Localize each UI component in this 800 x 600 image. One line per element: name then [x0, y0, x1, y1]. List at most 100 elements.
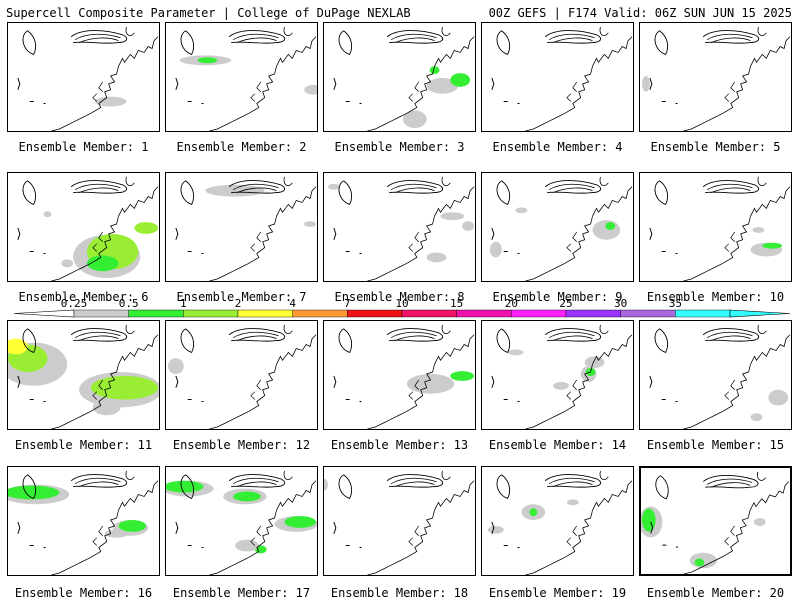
ensemble-member-map-19[interactable]	[481, 466, 634, 576]
ensemble-member-map-5[interactable]	[639, 22, 792, 132]
scp-field-and-coastline	[491, 324, 633, 429]
scp-contour-area	[406, 374, 455, 394]
ensemble-member-map-3[interactable]	[323, 22, 476, 132]
ensemble-member-map-7[interactable]	[165, 172, 318, 282]
scp-contour-area	[489, 241, 502, 258]
scp-contour-area	[167, 358, 184, 375]
scp-contour-area	[324, 478, 328, 491]
ensemble-member-label-9: Ensemble Member: 9	[492, 290, 623, 304]
scp-contour-area	[450, 371, 475, 381]
scp-field-and-coastline	[175, 176, 317, 281]
scp-field-and-coastline	[167, 324, 317, 429]
ensemble-member-map-17[interactable]	[165, 466, 318, 576]
scp-field-and-coastline	[333, 26, 475, 131]
ensemble-member-label-17: Ensemble Member: 17	[172, 586, 311, 600]
coastline-basemap	[491, 26, 633, 131]
scp-contour-area	[752, 227, 765, 233]
scp-contour-area	[753, 518, 766, 526]
color-scale-legend: 0.25 0.5 1 2 4 7 10 15 20 25 30 35	[14, 298, 790, 318]
ensemble-member-label-18: Ensemble Member: 18	[330, 586, 469, 600]
scp-contour-area	[426, 77, 459, 94]
colorbar-tick-label: 1	[180, 298, 187, 310]
ensemble-member-label-6: Ensemble Member: 6	[18, 290, 149, 304]
scp-field-and-coastline	[175, 26, 317, 131]
scp-contour-area	[762, 242, 783, 249]
scp-contour-area	[440, 212, 465, 221]
colorbar-segment	[511, 309, 567, 318]
colorbar-tick-label: 0.25	[61, 298, 88, 310]
coastline-basemap	[175, 324, 317, 429]
colorbar-segment	[565, 309, 621, 318]
scp-shaded-field	[8, 338, 159, 416]
colorbar-tick-label: 0.5	[119, 298, 139, 310]
ensemble-member-map-4[interactable]	[481, 22, 634, 132]
ensemble-member-label-10: Ensemble Member: 10	[646, 290, 785, 304]
scp-shaded-field	[179, 55, 317, 95]
scp-field-and-coastline	[17, 176, 159, 281]
ensemble-member-map-10[interactable]	[639, 172, 792, 282]
scp-contour-area	[429, 66, 440, 75]
ensemble-member-map-8[interactable]	[323, 172, 476, 282]
scp-contour-area	[304, 221, 317, 227]
scp-contour-area	[304, 84, 317, 95]
ensemble-member-map-14[interactable]	[481, 320, 634, 430]
ensemble-member-map-16[interactable]	[7, 466, 160, 576]
coastline-basemap	[491, 176, 633, 281]
colorbar-segment	[73, 309, 129, 318]
colorbar-tick-label: 10	[395, 298, 408, 310]
colorbar-segment	[401, 309, 457, 318]
scp-shaded-field	[641, 506, 766, 569]
colorbar-low-arrow	[14, 309, 75, 318]
scp-contour-area	[166, 480, 204, 493]
colorbar-tick-label: 35	[669, 298, 682, 310]
scp-contour-area	[694, 558, 705, 567]
scp-contour-area	[529, 508, 538, 517]
coastline-basemap	[17, 176, 159, 281]
ensemble-member-map-2[interactable]	[165, 22, 318, 132]
scp-contour-area	[8, 485, 60, 500]
colorbar-segment	[183, 309, 239, 318]
coastline-basemap	[649, 176, 791, 281]
ensemble-member-label-20: Ensemble Member: 20	[646, 586, 785, 600]
scp-field-and-coastline	[491, 26, 633, 131]
scp-contour-area	[507, 349, 524, 356]
ensemble-member-map-18[interactable]	[323, 466, 476, 576]
ensemble-member-map-11[interactable]	[7, 320, 160, 430]
scp-field-and-coastline	[487, 470, 633, 575]
scp-contour-area	[515, 207, 528, 214]
colorbar-segment	[292, 309, 348, 318]
ensemble-member-map-20[interactable]	[639, 466, 792, 576]
scp-shaded-field	[166, 480, 317, 554]
ensemble-member-map-1[interactable]	[7, 22, 160, 132]
scp-contour-area	[553, 381, 569, 390]
colorbar-segment	[620, 309, 676, 318]
ensemble-member-label-2: Ensemble Member: 2	[176, 140, 307, 154]
scp-contour-area	[327, 183, 340, 190]
coastline-basemap	[17, 324, 159, 429]
coastline-basemap	[649, 324, 791, 429]
colorbar-high-arrow	[729, 309, 790, 318]
ensemble-member-map-13[interactable]	[323, 320, 476, 430]
ensemble-member-map-9[interactable]	[481, 172, 634, 282]
scp-contour-area	[450, 73, 471, 87]
ensemble-member-map-15[interactable]	[639, 320, 792, 430]
colorbar-tick-label: 25	[559, 298, 572, 310]
ensemble-member-map-12[interactable]	[165, 320, 318, 430]
ensemble-member-label-7: Ensemble Member: 7	[176, 290, 307, 304]
scp-field-and-coastline	[649, 324, 791, 429]
colorbar-tick-label: 20	[505, 298, 518, 310]
scp-contour-area	[104, 529, 129, 538]
scp-contour-area	[86, 255, 119, 272]
scp-shaded-field	[94, 96, 127, 107]
scp-contour-area	[118, 520, 147, 532]
coastline-basemap	[17, 26, 159, 131]
ensemble-member-label-14: Ensemble Member: 14	[488, 438, 627, 452]
colorbar-tick-label: 30	[614, 298, 627, 310]
scp-contour-area	[750, 413, 763, 422]
ensemble-member-map-6[interactable]	[7, 172, 160, 282]
scp-contour-area	[592, 220, 621, 240]
scp-field-and-coastline	[8, 470, 159, 575]
colorbar-segment	[128, 309, 184, 318]
coastline-basemap	[333, 324, 475, 429]
coastline-basemap	[333, 470, 475, 575]
